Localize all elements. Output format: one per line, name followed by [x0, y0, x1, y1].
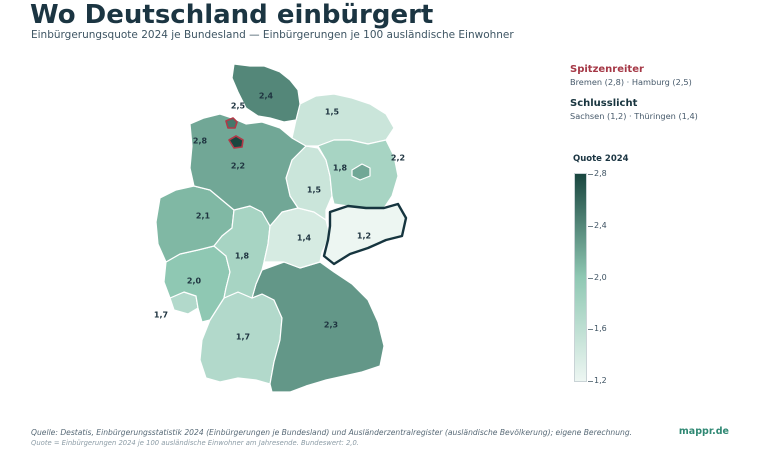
- region-label-he: 1,8: [235, 252, 250, 261]
- region-sh[interactable]: [231, 63, 301, 123]
- annotation-top-text: Bremen (2,8) · Hamburg (2,5): [570, 77, 692, 87]
- region-label-hh: 2,5: [231, 102, 246, 111]
- region-label-sl: 1,7: [154, 311, 168, 320]
- page-subtitle: Einbürgerungsquote 2024 je Bundesland — …: [31, 29, 514, 41]
- legend-tick-label: 1,6: [594, 324, 607, 334]
- source-note: Quelle: Destatis, Einbürgerungsstatistik…: [31, 428, 633, 437]
- region-label-bb: 1,8: [333, 164, 348, 173]
- region-label-hb: 2,8: [193, 137, 208, 146]
- region-hh[interactable]: [225, 117, 238, 129]
- region-by[interactable]: [251, 261, 385, 393]
- legend-tick-label: 2,0: [594, 272, 607, 282]
- legend-tick-mark: [588, 174, 593, 175]
- annotation-bottom-text: Sachsen (1,2) · Thüringen (1,4): [570, 111, 698, 121]
- region-mv[interactable]: [291, 93, 395, 147]
- legend-title: Quote 2024: [573, 154, 629, 164]
- legend-tick-label: 1,2: [594, 376, 607, 385]
- legend-tick-mark: [588, 381, 593, 382]
- annotation-top-title: Spitzenreiter: [570, 64, 644, 75]
- region-hb[interactable]: [228, 135, 244, 149]
- legend-color-bar: [574, 173, 587, 382]
- legend-tick-label: 2,4: [594, 220, 607, 230]
- legend-tick-mark: [588, 225, 593, 227]
- region-label-rp: 2,0: [187, 277, 202, 286]
- annotation-bottom: Schlusslicht Sachsen (1,2) · Thüringen (…: [570, 98, 698, 121]
- brand-logo-text[interactable]: mappr.de: [678, 426, 729, 437]
- legend-tick-mark: [588, 329, 593, 331]
- region-label-nw: 2,1: [196, 212, 211, 221]
- region-label-th: 1,4: [297, 234, 312, 243]
- region-ni[interactable]: [189, 113, 307, 227]
- region-sn[interactable]: [322, 202, 408, 266]
- region-label-mv: 1,5: [325, 108, 340, 117]
- region-label-by: 2,3: [324, 321, 338, 330]
- annotation-bottom-title: Schlusslicht: [570, 98, 638, 109]
- region-label-bw: 1,7: [236, 333, 250, 342]
- page-title: Wo Deutschland einbürgert: [30, 0, 434, 30]
- method-note: Quote = Einbürgerungen 2024 je 100 auslä…: [31, 439, 359, 447]
- legend-tick-label: 2,8: [594, 169, 607, 178]
- region-label-st: 1,5: [307, 186, 322, 195]
- region-label-ni: 2,2: [231, 162, 245, 171]
- legend-tick-mark: [588, 277, 593, 279]
- region-label-sh: 2,4: [259, 92, 274, 101]
- region-label-sn: 1,2: [357, 232, 371, 241]
- annotation-top: Spitzenreiter Bremen (2,8) · Hamburg (2,…: [570, 64, 692, 87]
- region-label-be: 2,2: [391, 154, 405, 163]
- region-be[interactable]: [351, 163, 371, 181]
